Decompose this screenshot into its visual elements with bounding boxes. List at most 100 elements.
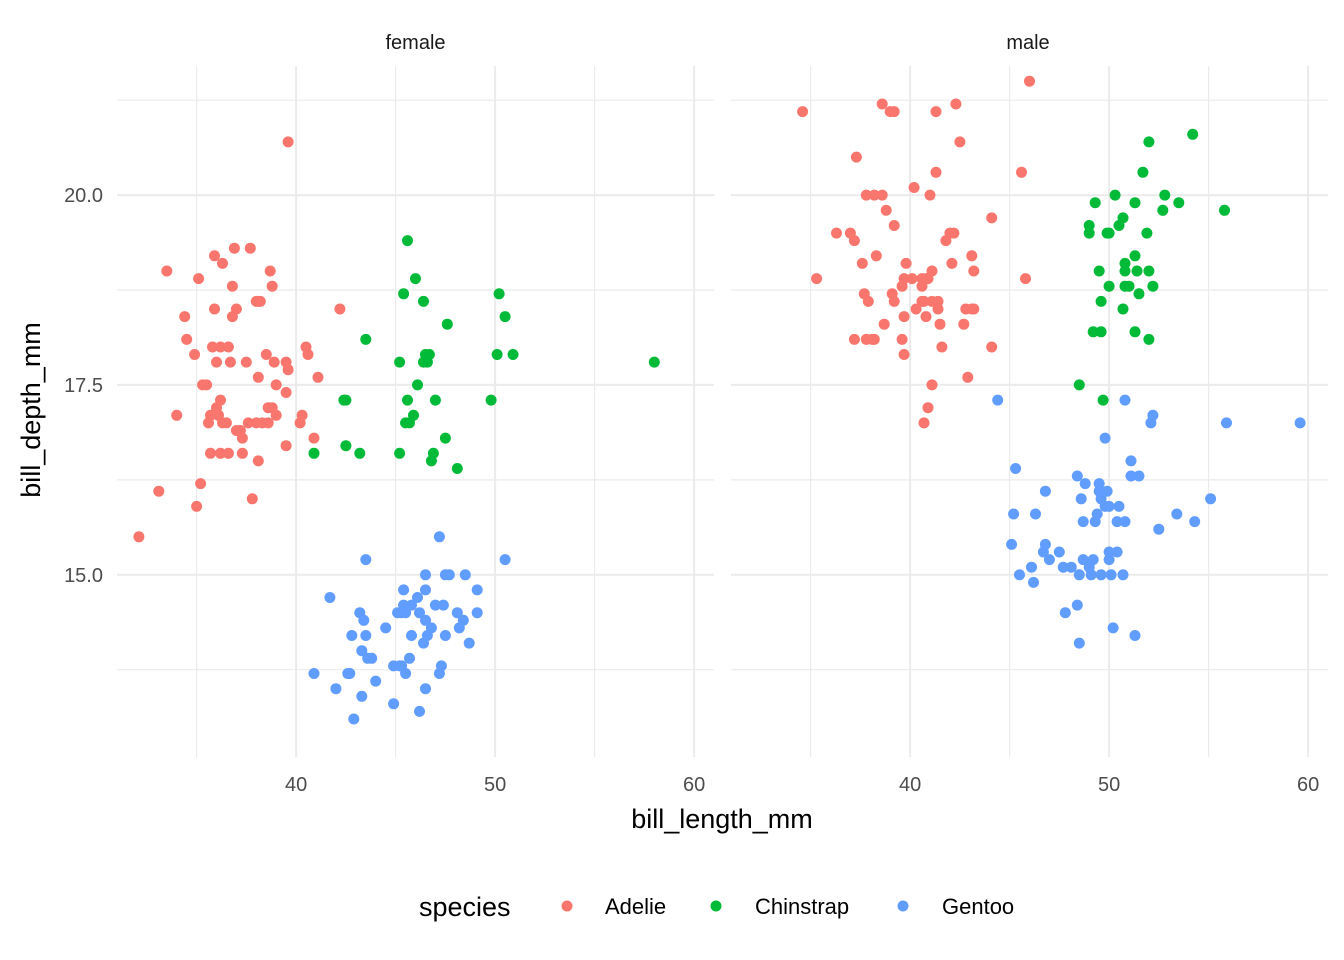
data-point xyxy=(1153,523,1165,535)
data-point xyxy=(1129,250,1141,262)
data-point xyxy=(189,349,201,360)
series-adelie-female xyxy=(133,136,346,543)
data-point xyxy=(356,645,368,657)
data-point xyxy=(209,250,220,262)
data-point xyxy=(1125,470,1137,482)
data-point xyxy=(264,265,276,277)
data-point xyxy=(262,417,274,429)
data-point xyxy=(412,592,423,603)
data-point xyxy=(443,569,455,581)
data-point xyxy=(1133,288,1145,300)
data-point xyxy=(1131,265,1143,277)
data-point xyxy=(435,660,447,672)
data-point xyxy=(224,356,236,368)
data-point xyxy=(270,379,282,391)
data-point xyxy=(1101,485,1113,497)
data-point xyxy=(992,394,1004,406)
data-point xyxy=(1133,470,1145,482)
data-point xyxy=(334,303,346,315)
facet-panel-female: female 40 50 60 xyxy=(117,32,714,796)
legend-label-chinstrap: Chinstrap xyxy=(755,894,849,919)
data-point xyxy=(420,569,431,581)
data-point xyxy=(308,432,320,444)
data-point xyxy=(1119,516,1131,528)
data-point xyxy=(848,333,860,345)
data-point xyxy=(1095,295,1107,307)
data-point xyxy=(856,257,868,269)
data-point xyxy=(418,295,429,307)
data-point xyxy=(934,318,946,330)
data-point xyxy=(910,303,922,315)
data-point xyxy=(193,273,205,285)
data-point xyxy=(270,409,282,421)
x-tick-label: 60 xyxy=(683,774,705,796)
data-point xyxy=(1221,417,1232,429)
data-point xyxy=(266,280,278,292)
data-point xyxy=(499,554,511,566)
data-point xyxy=(308,668,320,679)
data-point xyxy=(1117,569,1129,581)
data-point xyxy=(1014,569,1025,581)
data-point xyxy=(1119,257,1131,269)
data-point xyxy=(471,607,483,619)
x-tick-label: 40 xyxy=(285,774,307,796)
data-point xyxy=(1219,204,1230,216)
data-point xyxy=(181,333,193,345)
data-point xyxy=(986,341,998,353)
data-point xyxy=(1125,455,1137,467)
x-tick-label: 60 xyxy=(1297,774,1319,796)
data-point xyxy=(429,599,441,611)
data-point xyxy=(1079,478,1091,490)
data-point xyxy=(451,607,463,619)
data-point xyxy=(296,409,308,421)
data-point xyxy=(920,311,932,323)
data-point xyxy=(1006,538,1018,550)
y-tick-label: 15.0 xyxy=(64,565,103,587)
data-point xyxy=(360,333,372,345)
data-point xyxy=(398,584,410,596)
data-point xyxy=(898,311,910,323)
data-point xyxy=(648,356,660,368)
data-point xyxy=(1189,516,1201,528)
data-point xyxy=(340,440,352,452)
data-point xyxy=(1103,554,1115,566)
data-point xyxy=(236,447,248,459)
data-point xyxy=(1129,326,1141,338)
data-point xyxy=(922,402,934,414)
series-chinstrap-male xyxy=(1073,128,1230,406)
data-point xyxy=(420,683,431,695)
data-point xyxy=(918,417,930,429)
data-point xyxy=(1187,128,1199,140)
data-point xyxy=(240,356,252,368)
data-point xyxy=(1103,280,1115,292)
y-tick-label: 17.5 xyxy=(64,375,103,397)
data-point xyxy=(1091,508,1103,520)
data-point xyxy=(459,569,471,581)
data-point xyxy=(358,614,370,626)
data-point xyxy=(1028,576,1039,588)
data-point xyxy=(400,607,412,619)
data-point xyxy=(215,447,226,459)
data-point xyxy=(1173,197,1185,209)
data-point xyxy=(330,683,342,695)
data-point xyxy=(340,394,352,406)
data-point xyxy=(1157,204,1169,216)
data-point xyxy=(1123,280,1135,292)
data-point xyxy=(1111,546,1123,558)
data-point xyxy=(268,356,280,368)
data-point xyxy=(898,273,910,285)
data-point xyxy=(441,318,453,330)
data-point xyxy=(324,592,336,603)
series-chinstrap-female xyxy=(308,235,660,474)
x-axis-title: bill_length_mm xyxy=(631,804,813,834)
data-point xyxy=(1147,409,1159,421)
data-point xyxy=(1171,508,1183,520)
data-point xyxy=(414,705,425,717)
data-point xyxy=(1039,485,1051,497)
data-point xyxy=(205,447,216,459)
data-point xyxy=(870,250,882,262)
data-point xyxy=(1097,394,1109,406)
data-point xyxy=(1026,561,1037,573)
data-point xyxy=(908,182,920,193)
data-point xyxy=(1103,500,1115,512)
